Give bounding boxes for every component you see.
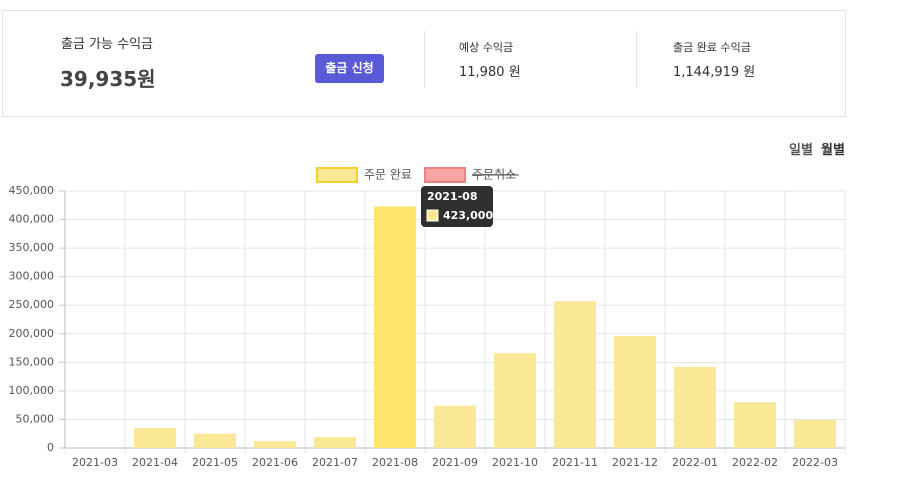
x-tick-label: 2021-06	[252, 456, 298, 469]
x-tick-label: 2021-07	[312, 456, 358, 469]
y-tick-label: 450,000	[9, 184, 55, 197]
bar	[554, 301, 596, 448]
bar	[134, 428, 176, 448]
x-tick-label: 2022-03	[792, 456, 838, 469]
x-tick-label: 2021-04	[132, 456, 178, 469]
legend-swatch	[316, 167, 358, 183]
tooltip-title: 2021-08	[427, 190, 478, 203]
tooltip-label: 423,000	[443, 209, 493, 222]
monthly-toggle[interactable]: 월별	[821, 143, 845, 158]
y-tick-label: 400,000	[9, 213, 55, 226]
expected-label: 예상 수익금	[459, 41, 514, 54]
tooltip-swatch	[426, 209, 439, 222]
x-tick-label: 2022-01	[672, 456, 718, 469]
legend-label: 주문 완료	[364, 168, 412, 182]
x-tick-label: 2021-09	[432, 456, 478, 469]
x-tick-label: 2021-05	[192, 456, 238, 469]
y-tick-label: 0	[47, 441, 54, 454]
y-tick-label: 200,000	[9, 327, 55, 340]
bar	[674, 366, 716, 448]
bar	[434, 405, 476, 448]
divider	[424, 31, 425, 87]
summary-card: 출금 가능 수익금 39,935원 출금 신청 예상 수익금 11,980 원 …	[2, 10, 846, 117]
x-tick-label: 2022-02	[732, 456, 778, 469]
divider	[636, 31, 637, 87]
completed-label: 출금 완료 수익금	[673, 41, 751, 54]
legend-swatch	[424, 167, 466, 183]
completed-value: 1,144,919 원	[673, 65, 756, 80]
y-tick-label: 150,000	[9, 355, 55, 368]
bar	[374, 206, 416, 448]
available-label: 출금 가능 수익금	[61, 37, 153, 52]
daily-toggle[interactable]: 일별	[789, 143, 813, 158]
x-tick-label: 2021-10	[492, 456, 538, 469]
withdraw-button[interactable]: 출금 신청	[315, 54, 384, 83]
y-tick-label: 300,000	[9, 270, 55, 283]
x-tick-label: 2021-08	[372, 456, 418, 469]
bar	[734, 402, 776, 448]
bar	[494, 353, 536, 448]
expected-value: 11,980 원	[459, 65, 521, 80]
x-tick-label: 2021-03	[72, 456, 118, 469]
bar	[194, 433, 236, 448]
bar	[614, 336, 656, 448]
bar	[254, 441, 296, 448]
available-value: 39,935원	[60, 67, 156, 91]
y-tick-label: 350,000	[9, 241, 55, 254]
bar	[314, 437, 356, 448]
x-tick-label: 2021-12	[612, 456, 658, 469]
bar	[794, 420, 836, 448]
x-tick-label: 2021-11	[552, 456, 598, 469]
y-tick-label: 250,000	[9, 298, 55, 311]
y-tick-label: 100,000	[9, 384, 55, 397]
tooltip	[421, 186, 493, 227]
y-tick-label: 50,000	[16, 412, 55, 425]
